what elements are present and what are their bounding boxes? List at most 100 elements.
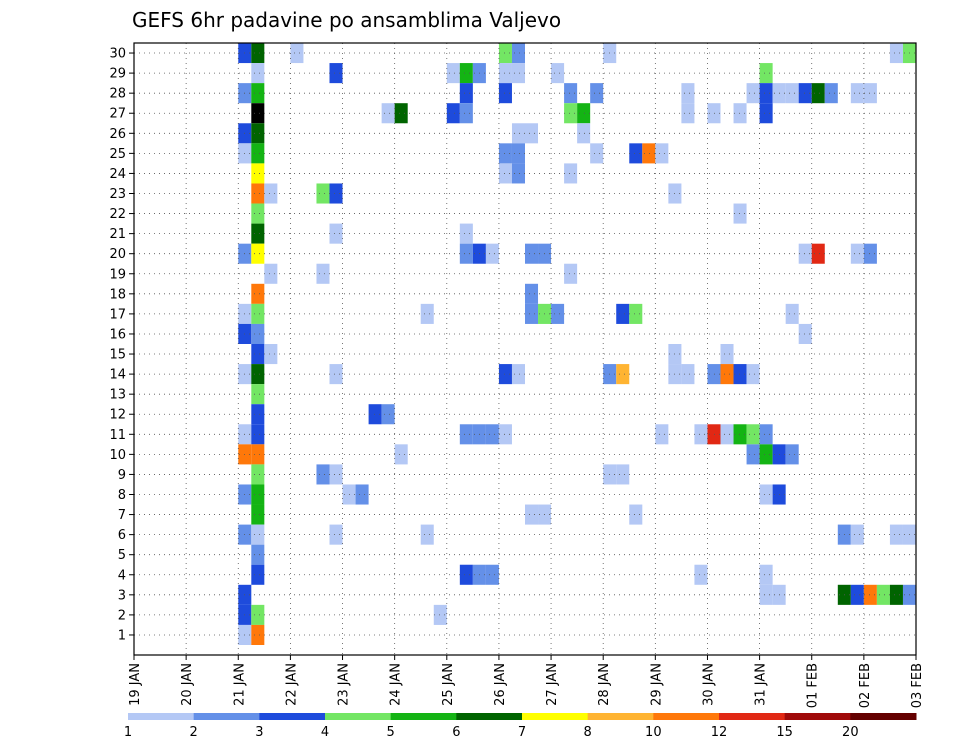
y-tick-label: 25 <box>109 147 126 162</box>
y-tick-label: 17 <box>109 307 126 322</box>
heatmap-cell <box>733 364 747 385</box>
y-tick-label: 22 <box>109 207 126 222</box>
x-tick-label: 25 JAN <box>441 663 456 706</box>
colorbar-label: 15 <box>776 725 793 740</box>
heatmap-cell <box>251 103 265 124</box>
heatmap-cell <box>707 364 721 385</box>
y-tick-label: 13 <box>109 388 126 403</box>
heatmap-cell <box>850 524 864 545</box>
heatmap-cell <box>264 183 278 204</box>
heatmap-cell <box>251 43 265 64</box>
heatmap-cell <box>251 83 265 104</box>
heatmap-cell <box>811 243 825 264</box>
heatmap-cell <box>681 83 695 104</box>
colorbar-label: 8 <box>584 725 592 740</box>
colorbar-swatch <box>522 713 589 720</box>
heatmap-cell <box>459 63 473 84</box>
heatmap-cell <box>746 424 760 445</box>
heatmap-cell <box>459 424 473 445</box>
colorbar-label: 7 <box>518 725 526 740</box>
colorbar-swatch <box>653 713 720 720</box>
heatmap-cell <box>720 344 734 365</box>
heatmap-cell <box>420 524 434 545</box>
heatmap-cell <box>759 63 773 84</box>
heatmap-cell <box>720 424 734 445</box>
heatmap-cell <box>759 83 773 104</box>
heatmap-cell <box>759 103 773 124</box>
y-tick-label: 6 <box>118 528 126 543</box>
x-tick-label: 29 JAN <box>649 663 664 706</box>
heatmap-cell <box>264 344 278 365</box>
colorbar-swatch <box>719 713 786 720</box>
heatmap-cell <box>329 524 343 545</box>
heatmap-cell <box>446 63 460 84</box>
x-axis-ticks: 19 JAN 20 JAN 21 JAN 22 JAN 23 JAN 24 JAN 25 J… <box>128 655 925 708</box>
y-tick-label: 14 <box>109 368 126 383</box>
heatmap-cell <box>329 364 343 385</box>
heatmap-cell <box>525 123 539 144</box>
x-tick-label: 19 JAN <box>128 663 143 706</box>
y-tick-label: 29 <box>109 67 126 82</box>
heatmap-cell <box>694 424 708 445</box>
heatmap-cell <box>759 564 773 585</box>
heatmap-cell <box>511 43 525 64</box>
heatmap-cell <box>525 303 539 324</box>
heatmap-cell <box>876 584 890 605</box>
colorbar: 1 2 3 4 5 6 7 8 10 12 15 20 <box>124 713 917 740</box>
heatmap-cell <box>564 263 578 284</box>
heatmap-cell <box>368 404 382 425</box>
heatmap-cell <box>485 424 499 445</box>
y-tick-label: 9 <box>118 468 126 483</box>
heatmap-cell <box>394 103 408 124</box>
heatmap-cell <box>525 504 539 525</box>
heatmap-cell <box>251 243 265 264</box>
heatmap-cell <box>511 143 525 164</box>
heatmap-cell <box>759 484 773 505</box>
y-tick-label: 21 <box>109 227 126 242</box>
heatmap-cell <box>251 143 265 164</box>
y-tick-label: 24 <box>109 167 126 182</box>
heatmap-cell <box>733 203 747 224</box>
heatmap-cell <box>459 564 473 585</box>
heatmap-cell <box>251 203 265 224</box>
heatmap-cell <box>798 83 812 104</box>
chart-title: GEFS 6hr padavine po ansamblima Valjevo <box>132 8 561 32</box>
colorbar-label: 2 <box>190 725 198 740</box>
heatmap-cell <box>655 424 669 445</box>
x-tick-label: 27 JAN <box>545 663 560 706</box>
colorbar-label: 1 <box>124 725 132 740</box>
heatmap-cell <box>889 584 903 605</box>
y-axis-ticks: 1234567891011121314151617181920212223242… <box>109 47 134 643</box>
colorbar-swatch <box>259 713 326 720</box>
heatmap-cell <box>785 83 799 104</box>
heatmap-cell <box>564 163 578 184</box>
heatmap-cell <box>251 323 265 344</box>
heatmap-cell <box>316 183 330 204</box>
heatmap-cell <box>251 223 265 244</box>
heatmap-cell <box>759 584 773 605</box>
heatmap-cell <box>251 364 265 385</box>
colorbar-swatch <box>456 713 523 720</box>
heatmap-cell <box>707 424 721 445</box>
heatmap-cell <box>511 364 525 385</box>
heatmap-cell <box>759 424 773 445</box>
heatmap-cell <box>251 524 265 545</box>
heatmap-cell <box>498 364 512 385</box>
y-tick-label: 12 <box>109 408 126 423</box>
colorbar-swatch <box>390 713 457 720</box>
colorbar-swatch <box>193 713 260 720</box>
heatmap-cell <box>707 103 721 124</box>
heatmap-cell <box>525 283 539 304</box>
y-tick-label: 18 <box>109 287 126 302</box>
y-tick-label: 7 <box>118 508 126 523</box>
colorbar-swatch <box>587 713 654 720</box>
heatmap-cell <box>629 143 643 164</box>
heatmap-cell <box>863 584 877 605</box>
colorbar-label: 10 <box>645 725 662 740</box>
heatmap-cell <box>642 143 656 164</box>
heatmap-cell <box>681 364 695 385</box>
x-tick-label: 23 JAN <box>337 663 352 706</box>
heatmap-cell <box>498 163 512 184</box>
colorbar-swatch <box>850 713 917 720</box>
